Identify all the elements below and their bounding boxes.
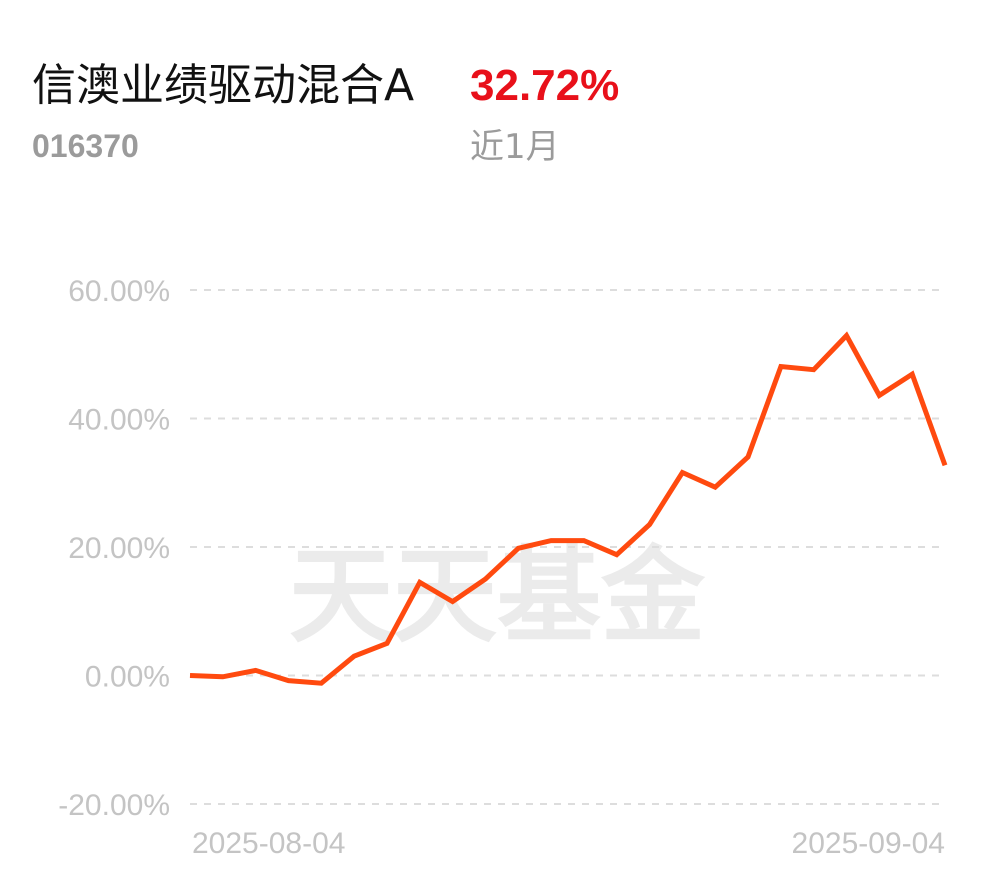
watermark-text: 天天基金 (289, 534, 706, 657)
return-value: 32.72% (470, 61, 620, 110)
x-axis-ticks: 2025-08-04 2025-09-04 (192, 827, 945, 860)
y-tick-label: 40.00% (68, 404, 170, 437)
series-line-layer (189, 331, 948, 686)
y-axis-ticks: 60.00% 40.00% 20.00% 0.00% -20.00% (58, 275, 170, 822)
x-tick-label: 2025-09-04 (792, 827, 945, 860)
y-tick-label: -20.00% (58, 789, 170, 822)
y-tick-label: 20.00% (68, 532, 170, 565)
x-tick-label: 2025-08-04 (192, 827, 345, 860)
fund-code: 016370 (32, 128, 139, 164)
period-label[interactable]: 近1月 (470, 127, 560, 167)
y-tick-label: 0.00% (85, 661, 170, 694)
series-line (189, 331, 948, 686)
fund-name: 信澳业绩驱动混合A (32, 60, 415, 111)
y-tick-label: 60.00% (68, 275, 170, 308)
